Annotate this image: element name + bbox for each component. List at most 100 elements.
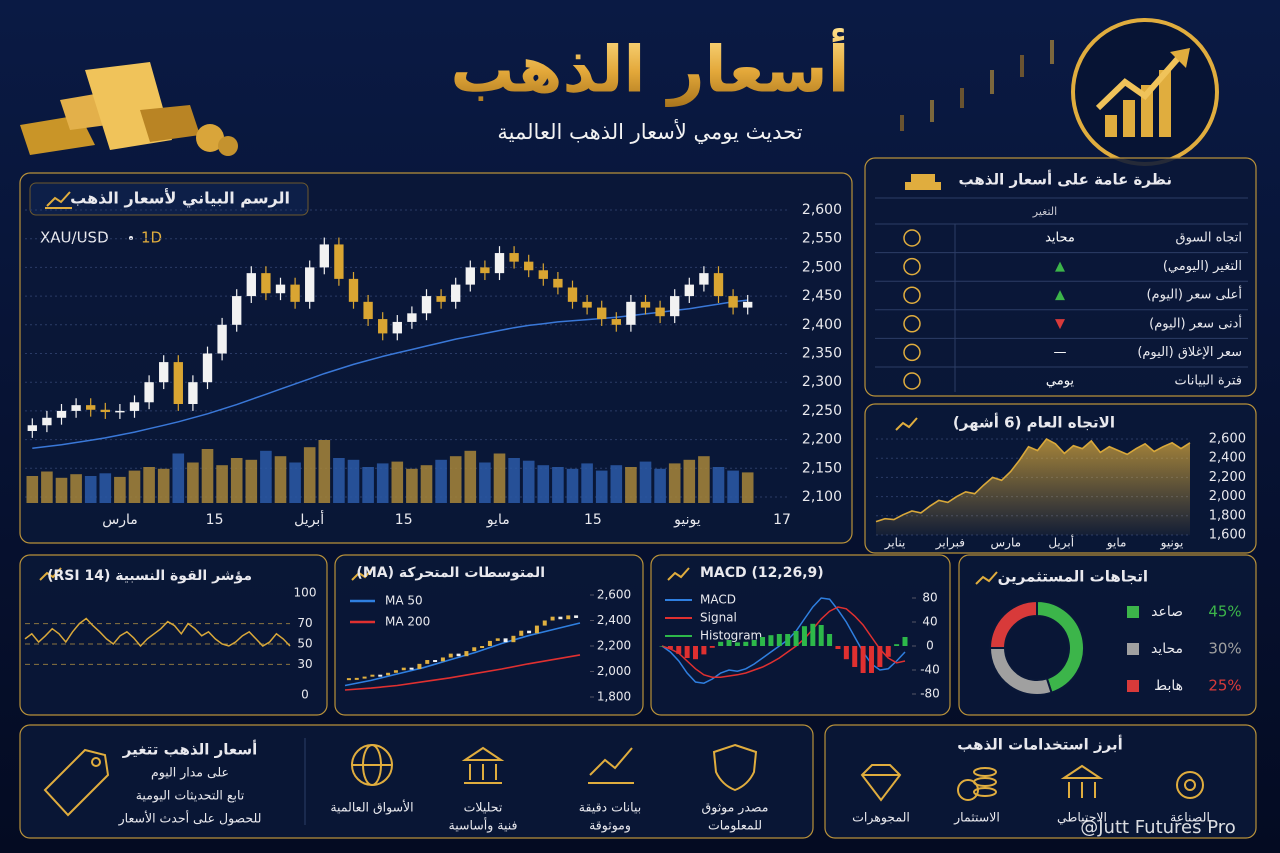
- feature-label: للمعلومات: [708, 818, 762, 834]
- volume-bar: [230, 458, 243, 503]
- candle-body: [670, 296, 680, 317]
- volume-bar: [187, 462, 199, 503]
- x-tick-label: مايو: [486, 512, 510, 528]
- volume-bar: [362, 467, 374, 503]
- histogram-bar: [902, 637, 908, 646]
- volume-bar: [70, 474, 82, 503]
- row-icon: [903, 257, 921, 276]
- y-tick-label: 50: [297, 637, 312, 651]
- macd-panel: [650, 554, 951, 716]
- main-chart-panel: [19, 172, 853, 544]
- histogram-bar: [751, 640, 757, 646]
- price-body: [574, 615, 579, 618]
- price-body: [527, 630, 532, 634]
- y-tick-label: 1,800: [597, 690, 631, 704]
- volume-bar: [654, 468, 666, 503]
- volume-bar: [727, 470, 739, 503]
- candle-body: [100, 409, 110, 413]
- ma-panel: [334, 554, 644, 716]
- histogram-bar: [776, 634, 782, 646]
- price-body: [417, 663, 422, 669]
- volume-bar: [274, 456, 287, 503]
- candle-body: [582, 301, 592, 308]
- candle-body: [159, 362, 169, 383]
- page-subtitle: تحديث يومي لأسعار الذهب العالمية: [497, 119, 802, 144]
- candle-body: [363, 301, 373, 320]
- panel-title: المتوسطات المتحركة (MA): [356, 565, 545, 581]
- row-label: أدنى سعر (اليوم): [1149, 314, 1242, 331]
- row-icon: [903, 372, 921, 390]
- volume-bar: [172, 453, 185, 503]
- legend-label: MACD: [700, 593, 736, 607]
- y-tick-label: 0: [926, 639, 934, 653]
- histogram-bar: [768, 635, 774, 646]
- main-chart-title: الرسم البياني لأسعار الذهب: [70, 189, 290, 209]
- y-tick-label: 2,300: [802, 374, 842, 390]
- y-tick-label: 2,600: [1209, 432, 1246, 447]
- histogram-bar: [852, 646, 858, 667]
- banner-line: للحصول على أحدث الأسعار: [118, 810, 262, 827]
- x-tick-label: يونيو: [1160, 536, 1184, 551]
- price-body: [425, 660, 430, 664]
- volume-bar: [522, 460, 535, 503]
- y-tick-label: 2,400: [1209, 451, 1246, 466]
- value-label: 30%: [1208, 640, 1241, 658]
- candle-body: [655, 307, 665, 317]
- main-title-box: [29, 182, 309, 216]
- volume-bar: [260, 450, 272, 503]
- feature-label: الأسواق العالمية: [330, 800, 413, 816]
- volume-bar: [245, 459, 258, 503]
- row-label: سعر الإغلاق (اليوم): [1137, 345, 1242, 360]
- legend-label: Signal: [700, 611, 737, 625]
- row-value: ▼: [1055, 316, 1065, 331]
- candle-body: [261, 273, 271, 294]
- histogram-bar: [894, 644, 900, 646]
- y-tick-label: 2,500: [802, 259, 842, 275]
- rsi-panel: [19, 554, 328, 716]
- candle-body: [290, 284, 300, 302]
- overview-title: نظرة عامة على أسعار الذهب: [959, 170, 1172, 189]
- volume-bar: [26, 476, 39, 503]
- price-body: [542, 620, 547, 626]
- candle-body: [451, 284, 461, 302]
- y-tick-label: -40: [920, 663, 940, 677]
- volume-bar: [347, 459, 360, 503]
- histogram-bar: [676, 646, 682, 654]
- column-header: التغير: [1032, 205, 1057, 218]
- candle-body: [538, 270, 548, 279]
- x-tick-label: أبريل: [1048, 535, 1074, 551]
- x-tick-label: 17: [773, 512, 791, 528]
- volume-bar: [449, 456, 462, 503]
- price-body: [448, 653, 453, 658]
- histogram-bar: [868, 646, 874, 673]
- volume-bar: [537, 465, 550, 503]
- y-tick-label: 2,550: [802, 231, 842, 247]
- price-body: [487, 640, 492, 646]
- y-tick-label: 2,350: [802, 346, 842, 362]
- volume-bar: [303, 447, 316, 503]
- uses-title: أبرز استخدامات الذهب: [957, 735, 1123, 754]
- legend-label: Histogram: [700, 629, 762, 643]
- histogram-bar: [684, 646, 690, 658]
- row-icon: [903, 229, 921, 247]
- histogram-bar: [860, 646, 866, 673]
- banner-icons: [43, 743, 758, 817]
- volume-bar: [201, 449, 214, 503]
- price-body: [456, 653, 461, 657]
- watermark: @Jutt Futures Pro: [1080, 817, 1236, 838]
- candle-body: [232, 296, 242, 325]
- interval: 1D: [141, 229, 162, 247]
- x-tick-label: مارس: [102, 512, 138, 528]
- overview-panel: [864, 157, 1257, 397]
- banner-panel: [19, 724, 814, 839]
- volume-bar: [289, 462, 301, 503]
- volume-bar: [143, 467, 155, 503]
- volume-bar: [493, 453, 506, 503]
- histogram-bar: [793, 631, 799, 646]
- candle-body: [509, 253, 519, 262]
- candle-body: [115, 410, 125, 413]
- price-body: [519, 630, 524, 636]
- volume-bar: [741, 472, 754, 503]
- uses-panel: [824, 724, 1257, 839]
